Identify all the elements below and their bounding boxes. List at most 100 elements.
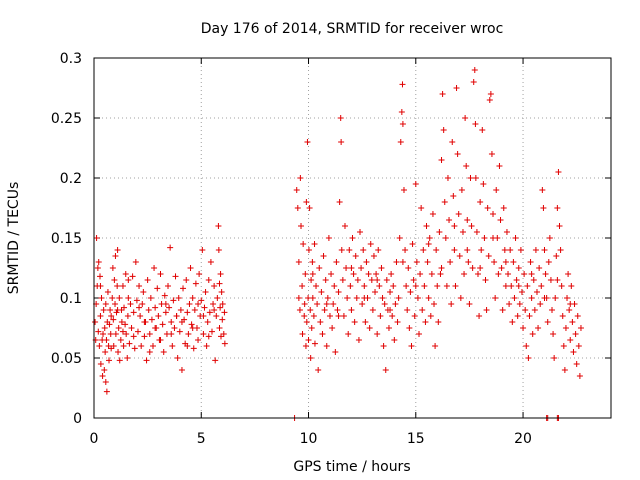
- data-point: [137, 313, 144, 319]
- y-tick-label: 0.1: [60, 291, 82, 307]
- data-point: [439, 91, 446, 97]
- y-tick-label: 0.3: [60, 51, 82, 67]
- data-point: [454, 151, 461, 157]
- data-point: [125, 295, 132, 301]
- data-point: [378, 265, 385, 271]
- data-point: [497, 217, 504, 223]
- data-point: [474, 271, 481, 277]
- data-point: [214, 295, 221, 301]
- data-point: [542, 271, 549, 277]
- data-point: [427, 313, 434, 319]
- data-point: [97, 361, 104, 367]
- data-point: [444, 175, 451, 181]
- data-point: [178, 319, 185, 325]
- data-point: [434, 283, 441, 289]
- data-point: [476, 313, 483, 319]
- data-point: [452, 283, 459, 289]
- data-point: [215, 247, 222, 253]
- data-point: [366, 325, 373, 331]
- data-point: [541, 247, 548, 253]
- data-point: [361, 283, 368, 289]
- data-point: [478, 247, 485, 253]
- data-point: [561, 367, 568, 373]
- data-point: [308, 325, 315, 331]
- data-point: [406, 325, 413, 331]
- data-point: [306, 205, 313, 211]
- data-point: [186, 301, 193, 307]
- data-point: [202, 289, 209, 295]
- data-point: [470, 79, 477, 85]
- data-point: [422, 319, 429, 325]
- y-axis-label: SRMTID / TECUs: [6, 182, 22, 295]
- data-point: [459, 229, 466, 235]
- data-point: [473, 229, 480, 235]
- data-point: [441, 199, 448, 205]
- data-point: [117, 337, 124, 343]
- data-point: [461, 271, 468, 277]
- data-point: [362, 319, 369, 325]
- data-point: [448, 301, 455, 307]
- data-point: [456, 253, 463, 259]
- data-point: [110, 316, 117, 323]
- data-point: [547, 277, 554, 283]
- data-point: [426, 235, 433, 241]
- data-point: [373, 271, 380, 277]
- data-point: [400, 187, 407, 193]
- data-point: [167, 244, 174, 251]
- data-point: [317, 319, 324, 325]
- data-point: [219, 316, 226, 323]
- data-point: [435, 319, 442, 325]
- data-point: [192, 280, 199, 287]
- x-tick-labels: 0 5 10 15 20: [90, 431, 532, 447]
- data-point: [125, 277, 132, 283]
- data-point: [189, 325, 196, 331]
- data-point: [97, 273, 104, 280]
- data-point: [301, 313, 308, 319]
- data-point: [558, 283, 565, 289]
- data-point: [568, 283, 575, 289]
- x-axis-label: GPS time / hours: [293, 459, 410, 475]
- data-point: [118, 319, 125, 325]
- data-point: [438, 265, 445, 271]
- data-point: [412, 181, 419, 187]
- data-point: [211, 307, 218, 313]
- data-point: [408, 343, 415, 349]
- data-point: [518, 289, 525, 295]
- data-point: [553, 253, 560, 259]
- data-point: [490, 235, 497, 241]
- data-point: [324, 295, 331, 301]
- data-point: [524, 283, 531, 289]
- data-point: [160, 349, 167, 355]
- data-point: [438, 157, 445, 163]
- data-point: [93, 235, 100, 241]
- data-point: [155, 313, 162, 319]
- data-point: [311, 241, 318, 247]
- data-point: [375, 247, 382, 253]
- data-point: [403, 283, 410, 289]
- data-point: [462, 115, 469, 121]
- data-point: [455, 211, 462, 217]
- data-point: [432, 343, 439, 349]
- data-point: [157, 337, 164, 343]
- data-point: [538, 283, 545, 289]
- data-point: [100, 307, 107, 313]
- data-point: [368, 277, 375, 283]
- data-point: [567, 301, 574, 307]
- data-point: [165, 283, 172, 289]
- data-point: [562, 325, 569, 331]
- data-point: [136, 304, 143, 311]
- data-point: [130, 333, 137, 340]
- data-point: [161, 292, 168, 299]
- data-point: [335, 289, 342, 295]
- data-point: [450, 193, 457, 199]
- data-point: [472, 121, 479, 127]
- data-point: [114, 283, 121, 289]
- data-point: [436, 229, 443, 235]
- data-point: [148, 316, 155, 323]
- data-point: [446, 217, 453, 223]
- data-point: [521, 271, 528, 277]
- data-point: [170, 297, 177, 304]
- data-point: [382, 367, 389, 373]
- data-point: [215, 223, 222, 229]
- data-point: [503, 229, 510, 235]
